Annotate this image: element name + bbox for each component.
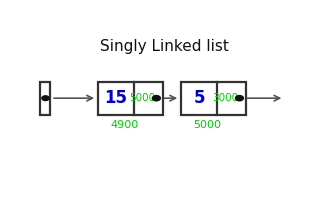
Circle shape — [42, 96, 49, 101]
Text: 15: 15 — [105, 89, 127, 107]
Text: 3000: 3000 — [212, 93, 239, 103]
Circle shape — [152, 95, 160, 101]
Text: Singly Linked list: Singly Linked list — [100, 39, 228, 54]
Text: 5: 5 — [193, 89, 205, 107]
Bar — [181, 82, 246, 115]
Text: 5000: 5000 — [193, 120, 221, 130]
Bar — [98, 82, 163, 115]
Text: 4900: 4900 — [110, 120, 138, 130]
Bar — [40, 82, 50, 115]
Text: 5000: 5000 — [129, 93, 156, 103]
Circle shape — [236, 95, 244, 101]
